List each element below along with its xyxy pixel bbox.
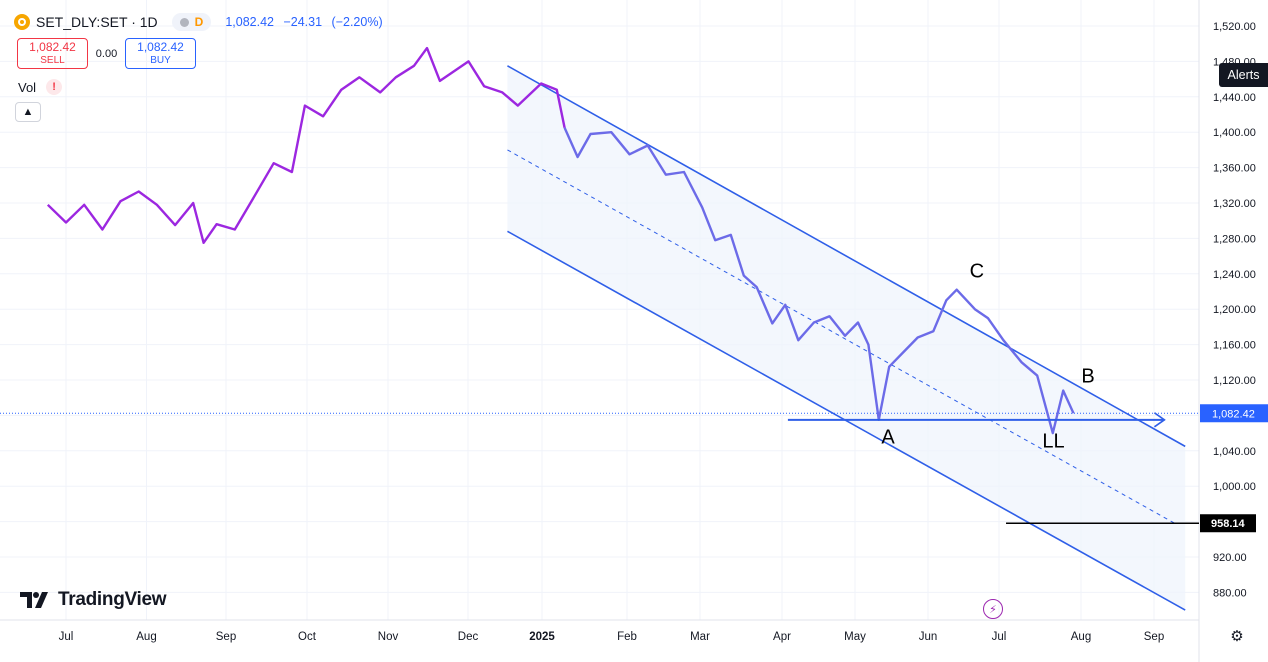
x-tick-label: Aug [136,631,156,643]
tradingview-mark-icon [20,592,48,608]
buy-label: BUY [150,54,171,66]
x-tick-label: Sep [216,631,236,643]
y-tick-label: 920.00 [1213,552,1247,564]
x-tick-label: 2025 [529,631,555,643]
last-price-axis-label: 1,082.42 [1200,404,1268,423]
channel-fill [507,65,1186,611]
volume-indicator[interactable]: Vol ! [18,79,63,95]
buy-price: 1,082.42 [137,39,184,54]
y-tick-label: 1,520.00 [1213,21,1256,33]
market-status-dot-icon [179,17,189,27]
price-change: −24.31 [283,15,323,29]
annotation-a: A [881,427,895,449]
y-tick-label: 1,360.00 [1213,163,1256,175]
svg-text:1,082.42: 1,082.42 [1212,408,1255,420]
x-tick-label: Sep [1144,631,1164,643]
y-tick-label: 1,200.00 [1213,304,1256,316]
alerts-button[interactable]: Alerts [1219,63,1268,87]
x-tick-label: Jun [919,631,938,643]
x-tick-label: May [844,631,866,643]
lightning-icon[interactable]: ⚡ [983,599,1003,619]
y-tick-label: 1,440.00 [1213,92,1256,104]
sell-label: SELL [40,54,65,66]
sell-price: 1,082.42 [29,39,76,54]
y-tick-label: 1,160.00 [1213,340,1256,352]
chart-header: SET_DLY:SET · 1D D 1,082.42 −24.31 (−2.2… [14,12,389,32]
x-tick-label: Oct [298,631,317,643]
last-price: 1,082.42 [225,15,274,29]
buy-button[interactable]: 1,082.42 BUY [125,38,196,69]
chevron-up-icon[interactable]: ▲ [15,102,41,122]
data-delay-badge: D [194,15,204,29]
trade-buttons: 1,082.42 SELL 0.00 1,082.42 BUY [17,38,196,69]
price-change-percent: (−2.20%) [331,15,383,29]
annotation-b: B [1081,366,1094,388]
sell-button[interactable]: 1,082.42 SELL [17,38,88,69]
x-tick-label: Jul [992,631,1007,643]
x-tick-label: Feb [617,631,637,643]
grid [0,0,1199,620]
x-tick-label: Jul [59,631,74,643]
x-tick-label: Apr [773,631,791,643]
market-status-pill[interactable]: D [171,13,212,31]
y-tick-label: 1,400.00 [1213,127,1256,139]
x-tick-label: Dec [458,631,479,643]
level-axis-label: 958.14 [1200,514,1256,533]
y-tick-label: 1,120.00 [1213,375,1256,387]
y-tick-label: 1,000.00 [1213,481,1256,493]
volume-label: Vol [18,79,37,95]
warning-icon[interactable]: ! [46,79,63,95]
y-tick-label: 1,240.00 [1213,269,1256,281]
x-tick-label: Nov [378,631,399,643]
annotation-ll: LL [1042,430,1064,452]
spread-value: 0.00 [95,47,118,60]
symbol-title[interactable]: SET_DLY:SET · 1D [36,14,158,30]
symbol-logo-icon [14,14,30,30]
tradingview-logo[interactable]: TradingView [20,589,167,611]
price-series-1 [46,46,566,245]
y-tick-label: 1,320.00 [1213,198,1256,210]
x-tick-label: Aug [1071,631,1091,643]
tradingview-wordmark: TradingView [58,589,167,610]
x-tick-label: Mar [690,631,710,643]
y-tick-label: 880.00 [1213,587,1247,599]
svg-text:958.14: 958.14 [1211,518,1246,530]
y-tick-label: 1,040.00 [1213,446,1256,458]
gear-icon[interactable]: ⚙ [1230,628,1244,645]
annotation-c: C [970,260,984,282]
price-quote: 1,082.42 −24.31 (−2.20%) [225,15,388,29]
price-series-2 [563,127,1075,435]
arrow-head-icon [1153,412,1166,428]
channel-upper-line [507,65,1186,448]
y-tick-label: 1,280.00 [1213,233,1256,245]
